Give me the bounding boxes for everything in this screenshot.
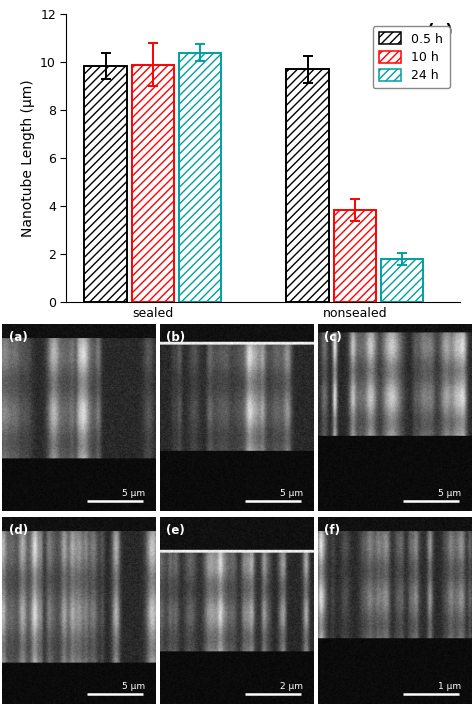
Text: (b): (b) bbox=[166, 331, 186, 344]
Bar bbox=[84, 66, 127, 302]
Bar bbox=[381, 259, 423, 302]
Bar bbox=[132, 65, 174, 302]
Text: 5 μm: 5 μm bbox=[122, 488, 145, 498]
Bar bbox=[286, 70, 329, 302]
Text: (a): (a) bbox=[9, 331, 27, 344]
Text: (d): (d) bbox=[9, 524, 27, 537]
Bar bbox=[179, 53, 221, 302]
Text: 2 μm: 2 μm bbox=[280, 682, 303, 691]
Text: 1 μm: 1 μm bbox=[438, 682, 461, 691]
Text: 5 μm: 5 μm bbox=[122, 682, 145, 691]
Text: (g): (g) bbox=[427, 23, 454, 41]
Text: 5 μm: 5 μm bbox=[280, 488, 303, 498]
Text: (f): (f) bbox=[324, 524, 340, 537]
Bar bbox=[334, 210, 376, 302]
Text: (c): (c) bbox=[324, 331, 342, 344]
Text: (e): (e) bbox=[166, 524, 185, 537]
Legend: 0.5 h, 10 h, 24 h: 0.5 h, 10 h, 24 h bbox=[373, 26, 450, 88]
Text: 5 μm: 5 μm bbox=[438, 488, 461, 498]
Y-axis label: Nanotube Length (μm): Nanotube Length (μm) bbox=[20, 80, 35, 237]
